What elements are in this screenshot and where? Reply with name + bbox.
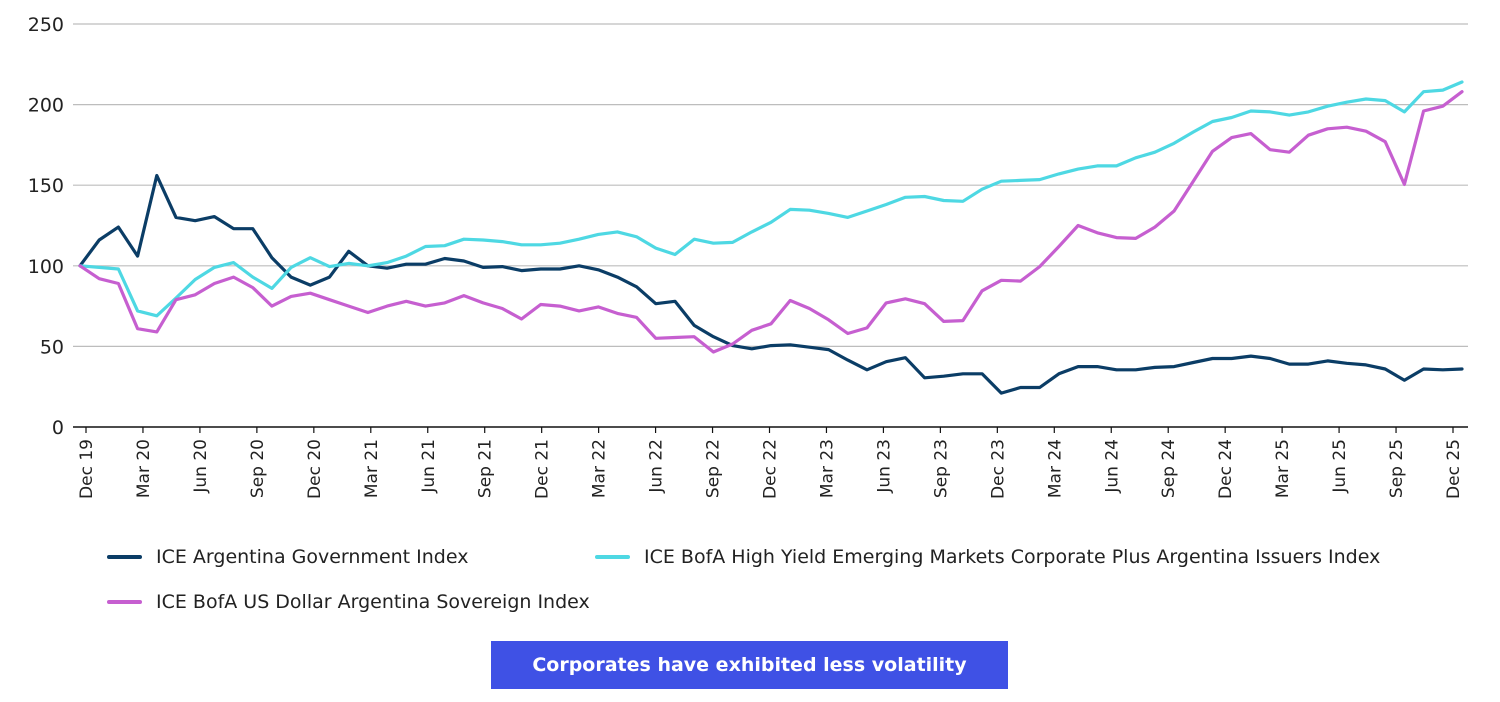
x-tick-label: Dec 24 [1216,439,1236,499]
x-tick-label: Mar 23 [817,439,837,498]
y-tick-label: 50 [40,336,64,358]
x-tick-label: Jun 21 [419,439,439,494]
x-tick-label: Jun 23 [874,439,894,494]
legend-item-corporate: ICE BofA High Yield Emerging Markets Cor… [595,546,1380,568]
x-tick-label: Sep 24 [1159,439,1179,498]
series-lines [78,80,1464,395]
y-tick-label: 0 [52,417,64,439]
x-tick-label: Dec 21 [533,439,553,499]
y-axis: 0 50 100 150 200 250 [28,14,64,439]
x-tick-label: Jun 25 [1330,439,1350,494]
x-tick-label: Mar 24 [1045,439,1065,498]
x-tick-label: Mar 22 [590,439,610,498]
legend-item-government: ICE Argentina Government Index [107,546,468,568]
x-tick-label: Sep 21 [476,439,496,498]
series-line-0 [78,173,1464,395]
series-line-1 [78,80,1464,318]
legend-label-sovereign: ICE BofA US Dollar Argentina Sovereign I… [156,591,590,613]
x-tick-label: Sep 22 [704,439,724,498]
x-tick-label: Sep 20 [248,439,268,498]
x-tick-label: Mar 21 [362,439,382,498]
y-tick-label: 100 [28,256,64,278]
x-tick-label: Mar 20 [134,439,154,498]
line-chart: 0 50 100 150 200 250 Dec 19 Mar 20 Jun 20 Sep 20… [28,14,1468,499]
legend-swatch-sovereign [107,600,142,604]
legend-swatch-government [107,555,142,559]
x-tick-label: Jun 22 [647,439,667,494]
x-tick-label: Jun 20 [191,439,211,494]
x-tick-label: Sep 25 [1387,439,1407,498]
legend-swatch-corporate [595,555,630,559]
y-tick-label: 150 [28,175,64,197]
legend-label-government: ICE Argentina Government Index [156,546,469,568]
y-tick-label: 250 [28,14,64,36]
x-tick-label: Jun 24 [1102,439,1122,494]
legend-item-sovereign: ICE BofA US Dollar Argentina Sovereign I… [107,591,590,613]
legend-label-corporate: ICE BofA High Yield Emerging Markets Cor… [644,546,1381,568]
x-tick-label: Dec 23 [988,439,1008,499]
x-tick-label: Mar 25 [1273,439,1293,498]
x-tick-label: Dec 22 [761,439,781,499]
y-tick-label: 200 [28,95,64,117]
callout-button[interactable]: Corporates have exhibited less volatilit… [491,641,1008,689]
x-axis: Dec 19 Mar 20 Jun 20 Sep 20 Dec 20 Mar 21 Jun … [73,426,1468,499]
x-tick-label: Dec 20 [305,439,325,499]
x-tick-label: Dec 25 [1444,439,1464,499]
x-tick-label: Dec 19 [77,439,97,499]
x-tick-label: Sep 23 [931,439,951,498]
gridlines [73,23,1468,347]
callout-label: Corporates have exhibited less volatilit… [532,654,967,676]
